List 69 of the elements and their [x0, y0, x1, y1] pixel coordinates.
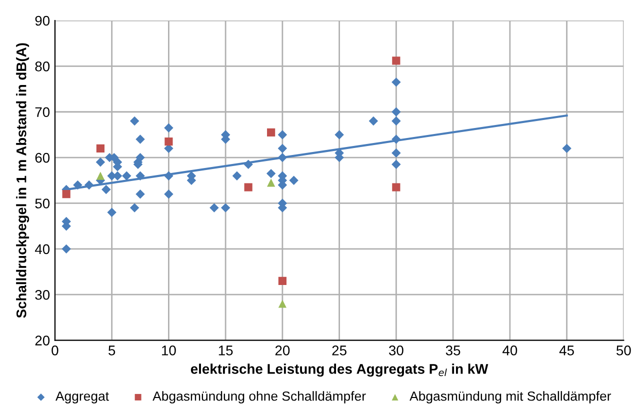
- x-tick-label: 25: [332, 346, 346, 356]
- point: [130, 116, 140, 126]
- y-axis-title: Schalldruckpegel in 1 m Abstand in dB(A): [16, 43, 30, 318]
- y-tick-label: 60: [35, 152, 50, 163]
- y-tick-label: 20: [35, 336, 50, 346]
- point: [136, 171, 145, 180]
- x-tick-label: 10: [162, 346, 176, 356]
- point: [392, 116, 401, 126]
- y-tick-label: 30: [35, 290, 50, 300]
- x-tick-label: 45: [559, 346, 574, 356]
- y-tick-label: 90: [35, 16, 50, 26]
- x-tick-label: 20: [275, 346, 290, 356]
- point: [392, 56, 400, 65]
- point: [102, 184, 111, 194]
- point: [278, 152, 288, 162]
- point: [84, 180, 94, 190]
- point: [62, 244, 71, 254]
- legend-label: Abgasmündung mit Schalldämpfer: [410, 391, 612, 404]
- x-tick-label: 30: [388, 346, 404, 356]
- point: [96, 172, 104, 180]
- point: [334, 130, 344, 140]
- point: [278, 144, 288, 154]
- point: [136, 134, 145, 144]
- point: [62, 190, 70, 198]
- point: [392, 160, 401, 170]
- point: [136, 190, 145, 199]
- legend-label: Abgasmündung ohne Schalldämpfer: [152, 391, 366, 404]
- point: [136, 152, 145, 162]
- point: [164, 190, 174, 199]
- point: [278, 130, 288, 140]
- point: [267, 128, 276, 136]
- point: [392, 78, 401, 87]
- point: [278, 276, 286, 285]
- y-tick-label: 50: [35, 198, 50, 208]
- point: [392, 183, 400, 192]
- y-tick-label: 70: [35, 107, 50, 118]
- point: [392, 107, 401, 116]
- x-tick-label: 40: [502, 346, 518, 356]
- point: [289, 176, 298, 186]
- point: [96, 144, 104, 152]
- x-axis-title: elektrische Leistung des Aggregats P$_{el}$ in kW: [190, 364, 488, 377]
- point: [107, 208, 116, 217]
- point: [232, 171, 242, 180]
- point: [266, 168, 276, 178]
- y-tick-label: 80: [35, 62, 50, 72]
- point: [164, 123, 174, 132]
- point: [244, 160, 253, 170]
- point: [267, 178, 276, 187]
- point: [73, 180, 82, 190]
- point: [220, 203, 230, 212]
- legend-label: Aggregat: [56, 392, 109, 404]
- x-tick-label: 35: [446, 346, 460, 356]
- point: [368, 116, 378, 126]
- x-tick-label: 0: [52, 346, 58, 356]
- point: [210, 203, 219, 212]
- x-tick-label: 15: [218, 346, 233, 356]
- point: [122, 171, 132, 180]
- x-tick-label: 50: [616, 346, 631, 356]
- point: [164, 171, 174, 180]
- y-tick-label: 40: [34, 244, 50, 254]
- point: [278, 300, 286, 308]
- point: [96, 158, 106, 167]
- point: [392, 148, 401, 158]
- point: [562, 144, 572, 154]
- point: [392, 134, 401, 144]
- x-tick-label: 5: [108, 346, 116, 356]
- point: [164, 138, 173, 146]
- point: [244, 183, 252, 192]
- point: [130, 203, 140, 212]
